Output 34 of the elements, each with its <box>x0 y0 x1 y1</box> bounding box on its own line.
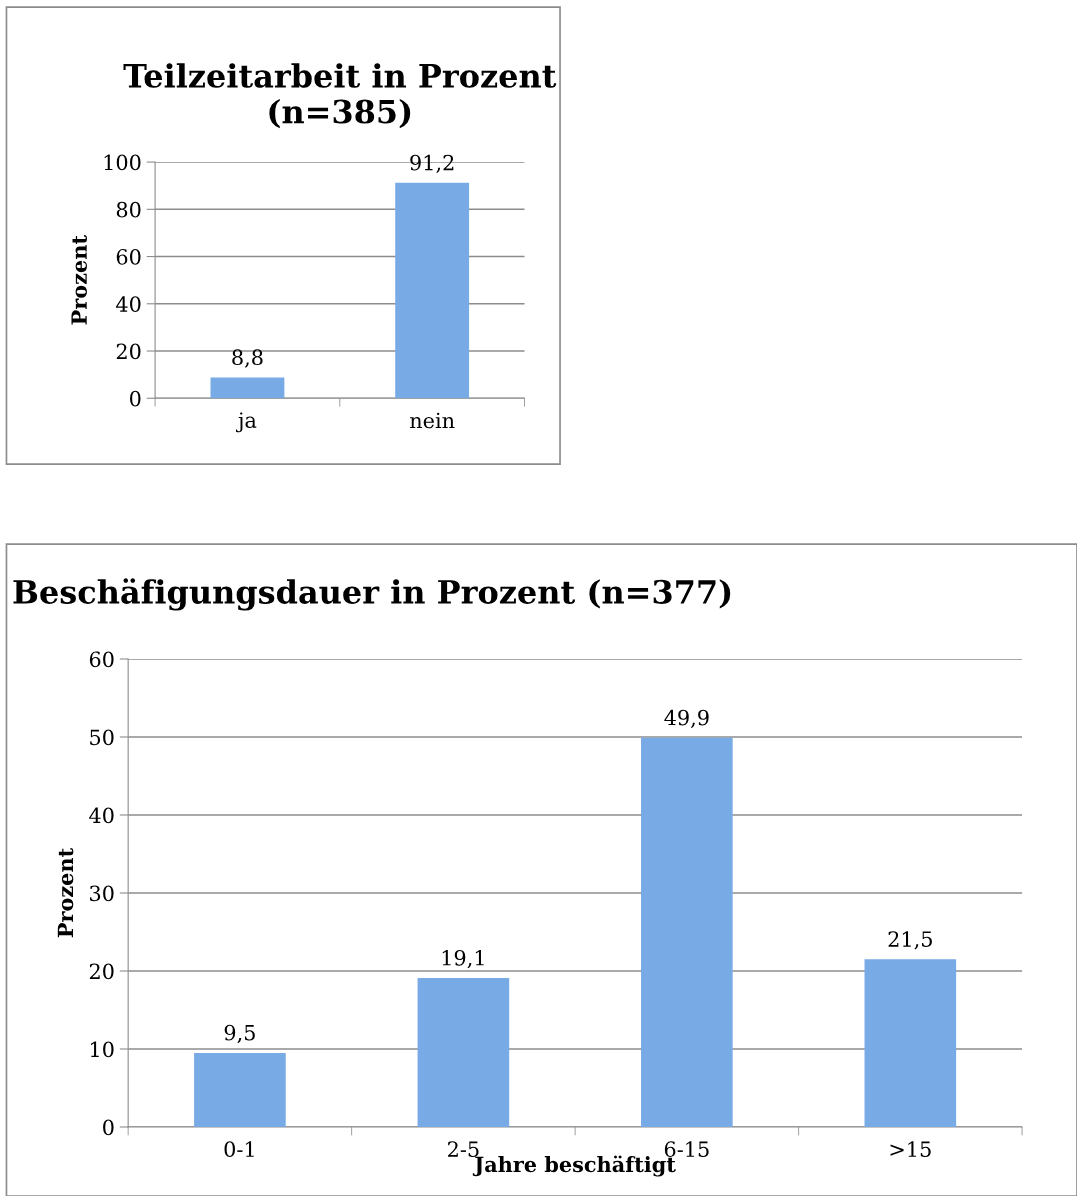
data-label: 19,1 <box>442 949 484 969</box>
y-tick-label: 30 <box>90 885 114 902</box>
bar <box>641 737 733 1127</box>
data-label: 49,9 <box>664 709 709 728</box>
y-tick-label: 40 <box>116 296 141 312</box>
data-label: 91,2 <box>410 154 454 174</box>
data-label: 21,5 <box>888 931 932 950</box>
y-tick-label: 60 <box>89 651 114 668</box>
y-axis-title: Prozent <box>71 235 87 325</box>
x-axis-title: Jahre beschäftigt <box>472 1155 676 1177</box>
y-tick-label: 100 <box>104 154 141 171</box>
x-tick-label: 0-1 <box>224 1141 254 1158</box>
x-tick-label: 6-15 <box>664 1141 709 1158</box>
y-tick-label: 60 <box>116 248 141 265</box>
x-tick-label: ja <box>236 412 257 433</box>
y-tick-label: 0 <box>103 1119 114 1136</box>
y-tick-label: 20 <box>89 963 114 980</box>
x-tick-label: >15 <box>890 1141 931 1158</box>
y-tick-label: 80 <box>116 201 141 218</box>
y-tick-label: 20 <box>116 343 141 360</box>
y-tick-label: 40 <box>89 807 114 824</box>
data-label: 9,5 <box>224 1024 255 1044</box>
bar <box>417 978 510 1127</box>
bar <box>864 959 957 1127</box>
x-tick-label: nein <box>409 412 455 429</box>
y-axis-title: Prozent <box>57 847 74 938</box>
data-label: 8,8 <box>232 349 263 368</box>
y-tick-label: 50 <box>90 729 114 746</box>
x-tick-label: 2-5 <box>448 1141 479 1158</box>
y-tick-label: 0 <box>130 390 141 407</box>
chart-title: Teilzeitarbeit in Prozent (n=385) <box>123 63 557 129</box>
y-tick-label: 10 <box>91 1041 114 1058</box>
chart-title: Beschäfigungsdauer in Prozent (n=377) <box>13 578 731 611</box>
bar <box>194 1052 286 1127</box>
